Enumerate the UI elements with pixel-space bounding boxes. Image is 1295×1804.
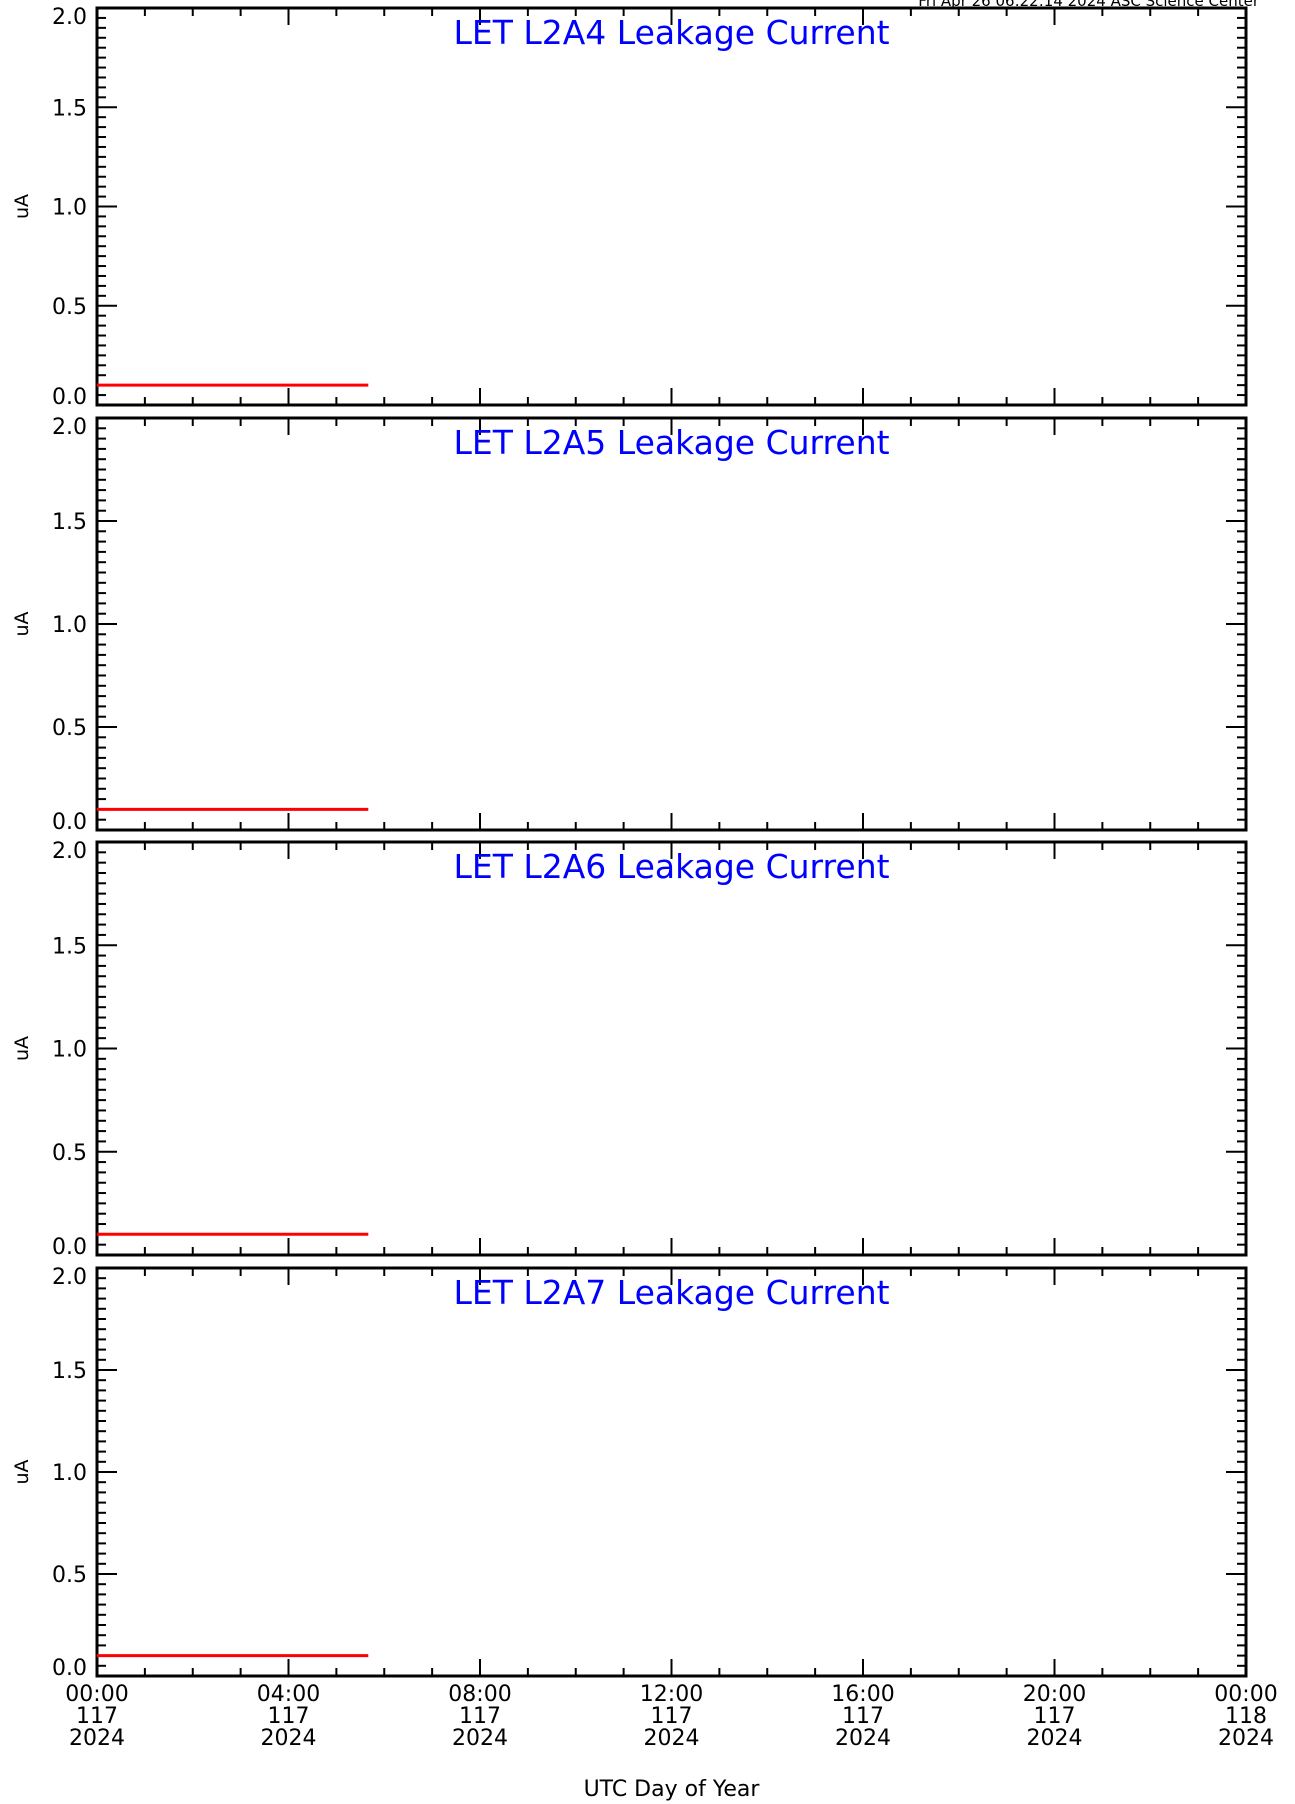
y-tick-label: 0.0 (52, 385, 87, 410)
y-tick-label: 0.0 (52, 1656, 87, 1681)
panel-4: 0.0 0.5 1.0 1.5 2.0 uA LET L2A7 Leakage Curren… (11, 1265, 1278, 1802)
x-axis-label: UTC Day of Year (584, 1777, 761, 1802)
y-tick-label: 1.5 (52, 96, 87, 121)
panel-title: LET L2A4 Leakage Current (453, 13, 889, 52)
y-tick-label: 2.0 (52, 5, 87, 30)
y-tick-label: 0.5 (52, 295, 87, 320)
y-tick-label: 2.0 (52, 1265, 87, 1290)
panel-title: LET L2A7 Leakage Current (453, 1273, 889, 1312)
y-tick-label: 1.5 (52, 934, 87, 959)
x-tick-time-label: 00:00 (1214, 1682, 1277, 1707)
y-tick-label: 0.5 (52, 1563, 87, 1588)
panel-2: 0.0 0.5 1.0 1.5 2.0 uA LET L2A5 Leakage Curren… (11, 415, 1248, 835)
y-axis-label: uA (11, 1036, 33, 1061)
y-tick-label: 2.0 (52, 839, 87, 864)
panel-title: LET L2A6 Leakage Current (453, 847, 889, 886)
x-tick-day-label: 118 (1225, 1704, 1267, 1729)
x-tick-time-label: 08:00 (448, 1682, 511, 1707)
y-tick-label: 0.5 (52, 1141, 87, 1166)
plot-frame (95, 1266, 1248, 1678)
panel-3: 0.0 0.5 1.0 1.5 2.0 uA LET L2A6 Leakage Curren… (11, 839, 1248, 1260)
y-axis-label: uA (11, 194, 33, 219)
plot-frame (95, 6, 1248, 407)
y-tick-label: 1.0 (52, 196, 87, 221)
y-tick-label: 0.0 (52, 810, 87, 835)
x-tick-time-label: 04:00 (257, 1682, 320, 1707)
x-tick-day-label: 117 (1034, 1704, 1076, 1729)
x-tick-time-label: 16:00 (831, 1682, 894, 1707)
x-tick-year-label: 2024 (261, 1726, 317, 1751)
x-tick-day-label: 117 (842, 1704, 884, 1729)
x-tick-time-label: 12:00 (640, 1682, 703, 1707)
y-axis-label: uA (11, 611, 33, 636)
y-tick-label: 2.0 (52, 415, 87, 440)
x-tick-year-label: 2024 (835, 1726, 891, 1751)
y-tick-label: 1.0 (52, 1038, 87, 1063)
x-tick-year-label: 2024 (1218, 1726, 1274, 1751)
x-tick-day-label: 117 (459, 1704, 501, 1729)
x-tick-day-label: 117 (268, 1704, 310, 1729)
panel-1: 0.0 0.5 1.0 1.5 2.0 uA LET L2A4 Leakage Curren… (11, 5, 1248, 410)
x-tick-year-label: 2024 (644, 1726, 700, 1751)
y-tick-label: 1.0 (52, 613, 87, 638)
y-tick-label: 1.5 (52, 510, 87, 535)
y-tick-label: 1.5 (52, 1359, 87, 1384)
y-axis-label: uA (11, 1459, 33, 1484)
x-tick-time-label: 20:00 (1023, 1682, 1086, 1707)
panel-title: LET L2A5 Leakage Current (453, 423, 889, 462)
x-tick-day-label: 117 (651, 1704, 693, 1729)
x-tick-year-label: 2024 (1027, 1726, 1083, 1751)
x-tick-year-label: 2024 (69, 1726, 125, 1751)
x-tick-year-label: 2024 (452, 1726, 508, 1751)
y-tick-label: 0.0 (52, 1235, 87, 1260)
x-tick-day-label: 117 (76, 1704, 118, 1729)
y-tick-label: 1.0 (52, 1461, 87, 1486)
y-tick-label: 0.5 (52, 716, 87, 741)
plot-frame (95, 840, 1248, 1257)
x-tick-time-label: 00:00 (65, 1682, 128, 1707)
plot-frame (95, 416, 1248, 832)
header-timestamp: Fri Apr 26 06:22:14 2024 ASC Science Cen… (918, 0, 1259, 10)
